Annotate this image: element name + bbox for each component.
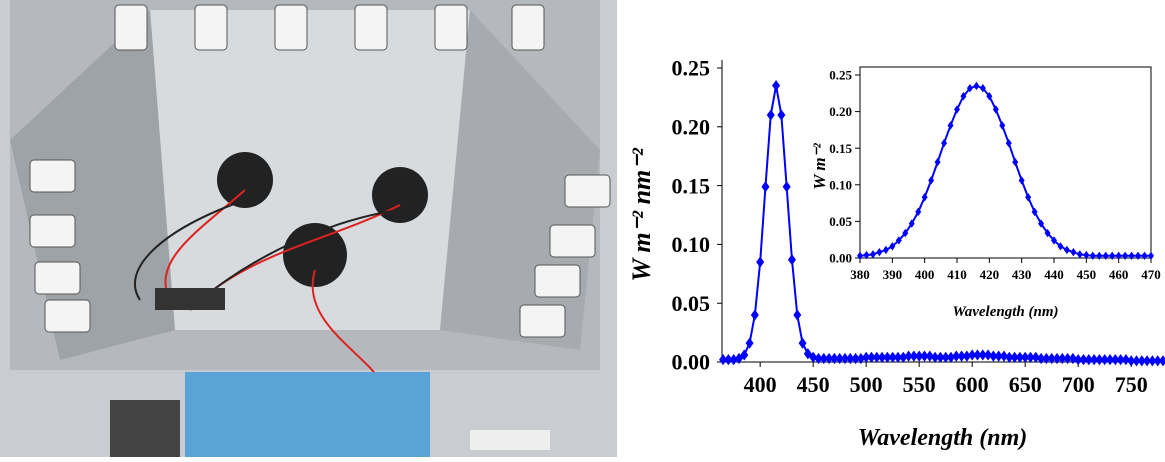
x-tick-label: 440 — [1044, 267, 1064, 282]
y-tick-label: 0.25 — [829, 68, 852, 83]
y-tick-label: 0.15 — [829, 141, 852, 156]
x-tick-label: 470 — [1141, 267, 1161, 282]
x-axis-label: Wavelength (nm) — [858, 425, 1028, 451]
control-panel — [185, 372, 430, 457]
x-tick-label: 450 — [797, 372, 830, 397]
y-tick-label: 0.05 — [829, 214, 852, 229]
x-tick-label: 600 — [956, 372, 989, 397]
data-marker — [756, 256, 764, 267]
y-tick-label: 0.05 — [672, 291, 711, 316]
x-axis-label: Wavelength (nm) — [953, 304, 1059, 320]
x-tick-label: 550 — [903, 372, 936, 397]
x-tick-label: 410 — [947, 267, 967, 282]
page: 0.00 0.05 0.10 0.15 0.20 0.25 400 450 500 550 600 6… — [0, 0, 1165, 457]
x-tick-label: 450 — [1077, 267, 1097, 282]
x-tick-label: 700 — [1062, 372, 1095, 397]
y-tick-label: 0.00 — [829, 251, 852, 266]
data-marker — [793, 309, 801, 320]
x-tick-label: 390 — [883, 267, 903, 282]
data-marker — [783, 181, 791, 192]
y-axis-label: W m⁻² nm⁻² — [627, 147, 656, 282]
label-sticker — [470, 430, 550, 450]
x-tick-label: 460 — [1109, 267, 1129, 282]
x-tick-label: 500 — [850, 372, 883, 397]
data-marker — [772, 80, 780, 91]
x-tick-label: 750 — [1115, 372, 1148, 397]
data-marker — [767, 109, 775, 120]
inset-frame — [860, 67, 1151, 258]
x-tick-label: 400 — [744, 372, 777, 397]
y-tick-label: 0.10 — [829, 177, 852, 192]
data-marker — [777, 109, 785, 120]
y-tick-label: 0.15 — [672, 173, 711, 198]
data-marker — [788, 254, 796, 265]
y-tick-label: 0.00 — [672, 350, 711, 375]
y-tick-label: 0.25 — [672, 56, 711, 81]
x-tick-label: 420 — [980, 267, 1000, 282]
data-marker — [761, 181, 769, 192]
y-tick-label: 0.20 — [829, 104, 852, 119]
photo — [0, 0, 617, 457]
x-tick-label: 400 — [915, 267, 935, 282]
x-tick-label: 430 — [1012, 267, 1032, 282]
terminal-block — [155, 288, 225, 310]
x-tick-label: 650 — [1009, 372, 1042, 397]
data-marker — [1159, 355, 1165, 366]
y-tick-label: 0.10 — [672, 232, 711, 257]
figure: 0.00 0.05 0.10 0.15 0.20 0.25 400 450 500 550 600 6… — [0, 0, 1165, 457]
data-marker — [751, 309, 759, 320]
x-tick-label: 380 — [850, 267, 870, 282]
y-tick-label: 0.20 — [672, 115, 711, 140]
timer — [110, 400, 180, 457]
y-axis-label: W m⁻² — [810, 142, 829, 189]
